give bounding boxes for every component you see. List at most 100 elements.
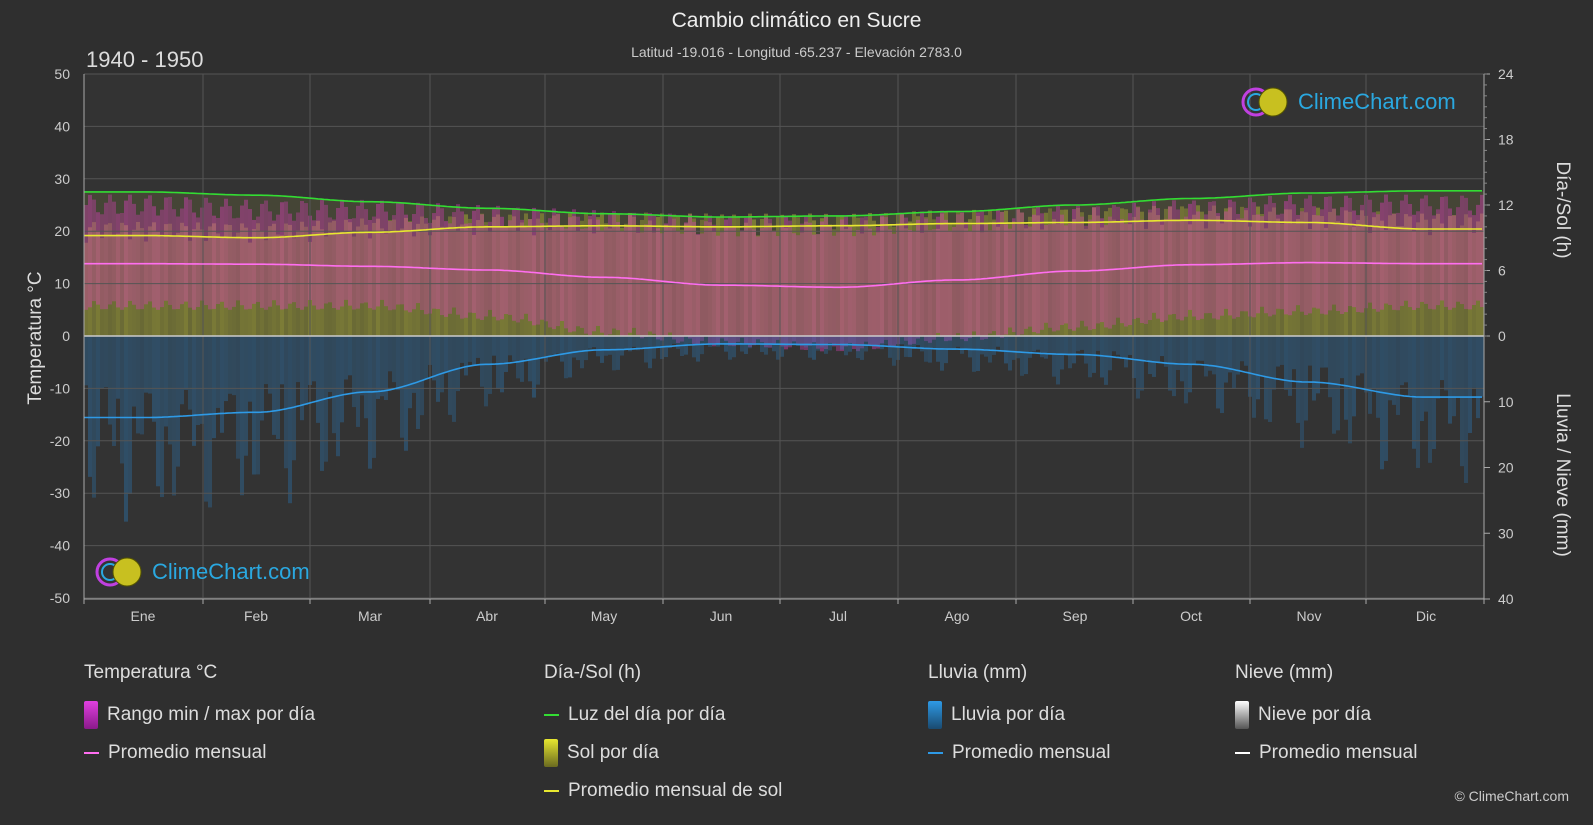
sun-bar: [504, 227, 508, 336]
daylight-bar: [532, 210, 536, 236]
rain-bar: [396, 336, 400, 391]
daylight-bar: [632, 214, 636, 217]
sun-bar: [1476, 221, 1480, 336]
sun-bar: [1200, 211, 1204, 336]
rain-bar: [1480, 336, 1484, 397]
temp-range-bar: [884, 217, 888, 340]
sun-bar: [1268, 211, 1272, 336]
sun-bar: [248, 242, 252, 336]
rain-bar: [844, 336, 848, 356]
daylight-bar: [664, 215, 668, 225]
daylight-bar: [1068, 205, 1072, 224]
rain-bar: [728, 336, 732, 360]
daylight-bar: [416, 203, 420, 224]
sun-bar: [484, 222, 488, 336]
temp-range-bar: [580, 228, 584, 328]
sun-bar: [1180, 206, 1184, 336]
sun-bar: [128, 239, 132, 336]
temp-range-bar: [868, 228, 872, 346]
rain-bar: [716, 336, 720, 347]
temp-range-bar: [804, 215, 808, 351]
daylight-bar: [1132, 201, 1136, 217]
daylight-bar: [648, 214, 652, 221]
rain-bar: [496, 336, 500, 389]
sun-bar: [760, 218, 764, 336]
sun-bar: [232, 237, 236, 336]
temp-range-bar: [616, 222, 620, 331]
daylight-bar: [288, 196, 292, 225]
sun-bar: [316, 220, 320, 336]
y-tick-right-top: 24: [1498, 66, 1514, 82]
rain-bar: [152, 336, 156, 422]
rain-bar: [788, 336, 792, 346]
sun-bar: [708, 222, 712, 336]
temp-range-bar: [1396, 212, 1400, 311]
sun-bar: [824, 213, 828, 336]
sun-bar: [1144, 228, 1148, 336]
daylight-bar: [1172, 198, 1176, 220]
sun-bar: [724, 226, 728, 336]
sun-bar: [1256, 206, 1260, 336]
daylight-bar: [192, 193, 196, 230]
daylight-bar: [88, 191, 92, 228]
temp-range-bar: [1180, 220, 1184, 321]
daylight-bar: [604, 213, 608, 224]
daylight-bar: [984, 210, 988, 216]
temp-range-bar: [1360, 204, 1364, 313]
daylight-bar: [848, 215, 852, 225]
rain-bar: [840, 336, 844, 350]
rain-bar: [1388, 336, 1392, 401]
rain-bar: [776, 336, 780, 360]
daylight-bar: [1284, 193, 1288, 210]
rain-bar: [164, 336, 168, 427]
rain-bar: [616, 336, 620, 370]
temp-range-bar: [784, 215, 788, 350]
rain-bar: [1424, 336, 1428, 412]
temp-range-bar: [304, 203, 308, 307]
rain-bar: [128, 336, 132, 494]
temp-range-bar: [1448, 208, 1452, 310]
temp-range-bar: [1048, 224, 1052, 328]
rain-bar: [184, 336, 188, 390]
daylight-bar: [524, 209, 528, 214]
legend-temp-avg-label: Promedio mensual: [108, 742, 267, 763]
logo-bottom[interactable]: ClimeChart.com: [94, 556, 310, 588]
temp-range-bar: [796, 235, 800, 345]
temp-range-bar: [108, 194, 112, 305]
rain-bar: [892, 336, 896, 366]
sun-bar: [436, 216, 440, 336]
rain-bar: [1268, 336, 1272, 422]
temp-range-bar: [1480, 194, 1484, 308]
temp-range-bar: [936, 216, 940, 333]
rain-bar: [1384, 336, 1388, 461]
sun-bar: [160, 236, 164, 336]
rain-bar: [1336, 336, 1340, 431]
temp-range-bar: [1168, 206, 1172, 315]
sun-bar: [352, 236, 356, 336]
daylight-bar: [1420, 190, 1424, 214]
daylight-bar: [316, 198, 320, 221]
logo-top[interactable]: ClimeChart.com: [1240, 86, 1456, 118]
daylight-bar: [468, 207, 472, 219]
rain-bar: [144, 336, 148, 393]
rain-bar: [1128, 336, 1132, 355]
temp-range-bar: [488, 221, 492, 310]
rain-bar: [1476, 336, 1480, 419]
y-tick-right-top: 12: [1498, 197, 1514, 213]
sun-bar: [536, 218, 540, 336]
rain-bar: [808, 336, 812, 358]
sun-bar: [1344, 210, 1348, 336]
temp-range-bar: [1044, 225, 1048, 323]
temp-range-bar: [1092, 207, 1096, 329]
temp-range-bar: [1244, 207, 1248, 312]
daylight-bar: [1164, 199, 1168, 209]
rain-bar: [204, 336, 208, 502]
temp-range-bar: [680, 233, 684, 342]
sun-bar: [1472, 232, 1476, 336]
daylight-bar: [744, 216, 748, 223]
daylight-bar: [472, 207, 476, 235]
daylight-bar: [332, 200, 336, 221]
rain-bar: [292, 336, 296, 461]
temp-range-bar: [1200, 220, 1204, 319]
sun-bar: [376, 218, 380, 336]
